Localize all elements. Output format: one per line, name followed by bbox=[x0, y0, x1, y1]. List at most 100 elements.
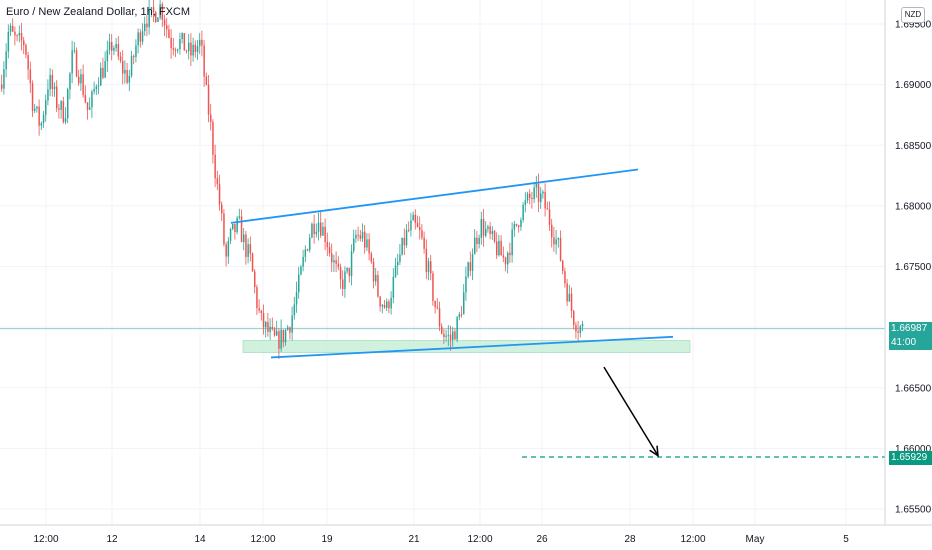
candle-body bbox=[163, 19, 166, 26]
down-arrow-head bbox=[649, 445, 659, 458]
candle-body bbox=[174, 49, 177, 51]
candle-body bbox=[405, 229, 408, 246]
candle-body bbox=[304, 249, 307, 257]
candle-body bbox=[168, 29, 170, 38]
upper-trendline bbox=[230, 168, 639, 224]
chart-title: Euro / New Zealand Dollar, 1h, FXCM bbox=[6, 6, 191, 18]
candle-body bbox=[282, 329, 285, 343]
y-tick-label: 1.66500 bbox=[895, 383, 932, 394]
candle-body bbox=[333, 260, 335, 263]
candle-body bbox=[128, 75, 131, 83]
candle-body bbox=[137, 32, 139, 46]
candle-body bbox=[491, 231, 494, 235]
candle-body bbox=[306, 249, 309, 251]
candle-body bbox=[478, 237, 480, 244]
x-tick-label: 12:00 bbox=[33, 534, 58, 545]
candle-body bbox=[390, 297, 392, 309]
down-arrow-shaft bbox=[603, 366, 659, 457]
lower-trendline bbox=[270, 335, 674, 359]
candle-body bbox=[577, 331, 579, 333]
candles bbox=[1, 0, 584, 359]
candle-body bbox=[135, 45, 137, 57]
candle-body bbox=[267, 321, 269, 332]
candle-body bbox=[335, 260, 337, 264]
candle-body bbox=[423, 237, 425, 249]
candle-body bbox=[278, 331, 280, 349]
candle-body bbox=[245, 234, 247, 257]
candle-body bbox=[273, 328, 276, 336]
candle-body bbox=[144, 23, 146, 32]
candle-body bbox=[377, 274, 379, 297]
candle-body bbox=[566, 283, 568, 302]
candle-body bbox=[562, 260, 564, 272]
candle-body bbox=[47, 89, 49, 101]
candle-body bbox=[555, 239, 557, 245]
candle-body bbox=[485, 229, 487, 236]
candle-body bbox=[139, 32, 142, 42]
grid bbox=[0, 0, 885, 525]
candle-body bbox=[474, 237, 476, 255]
candle-body bbox=[443, 333, 445, 337]
candle-body bbox=[414, 214, 417, 223]
candle-body bbox=[522, 204, 524, 220]
candle-body bbox=[430, 261, 432, 274]
candle-body bbox=[489, 226, 491, 235]
candle-body bbox=[502, 255, 505, 258]
candle-body bbox=[366, 239, 368, 248]
candle-body bbox=[177, 49, 179, 51]
y-tick-label: 1.66000 bbox=[895, 444, 932, 455]
y-tick-label: 1.65500 bbox=[895, 505, 932, 516]
candle-body bbox=[67, 89, 69, 119]
candle-body bbox=[247, 244, 249, 257]
candle-body bbox=[311, 223, 313, 238]
candle-body bbox=[207, 84, 210, 115]
price-axis[interactable]: 1.695001.690001.685001.680001.675001.670… bbox=[884, 0, 932, 525]
candle-body bbox=[471, 254, 474, 271]
candle-body bbox=[146, 23, 148, 28]
candle-body bbox=[520, 219, 522, 227]
candle-body bbox=[122, 60, 124, 74]
x-tick-label: 12 bbox=[106, 534, 118, 545]
candle-body bbox=[498, 240, 500, 256]
candle-body bbox=[326, 241, 329, 248]
candle-body bbox=[148, 8, 150, 28]
candle-body bbox=[529, 193, 531, 198]
candle-body bbox=[155, 12, 157, 22]
x-tick-label: May bbox=[746, 534, 765, 545]
candle-body bbox=[493, 231, 496, 242]
candle-body bbox=[526, 193, 529, 201]
candle-body bbox=[482, 219, 485, 236]
candle-body bbox=[546, 208, 549, 210]
candle-body bbox=[480, 219, 483, 238]
candle-body bbox=[293, 304, 296, 316]
candle-body bbox=[179, 38, 181, 50]
candle-body bbox=[438, 308, 441, 327]
candle-body bbox=[62, 101, 65, 123]
candle-body bbox=[364, 231, 366, 248]
candle-body bbox=[381, 304, 384, 307]
candle-body bbox=[524, 200, 527, 205]
candle-body bbox=[315, 231, 318, 235]
candle-body bbox=[51, 74, 54, 90]
candle-body bbox=[449, 334, 452, 340]
candle-body bbox=[260, 310, 263, 314]
x-tick-label: 12:00 bbox=[250, 534, 275, 545]
currency-unit-badge[interactable]: NZD bbox=[901, 7, 925, 23]
time-axis[interactable]: 12:00 12 14 12:00 19 21 12:00 26 28 12:00 May 5 bbox=[0, 524, 932, 545]
candle-body bbox=[553, 237, 555, 245]
candle-body bbox=[355, 234, 357, 239]
candle-body bbox=[361, 231, 364, 239]
candle-body bbox=[95, 86, 98, 89]
candle-body bbox=[533, 187, 535, 200]
candle-body bbox=[199, 39, 201, 47]
candle-body bbox=[150, 7, 153, 9]
candle-body bbox=[60, 101, 62, 110]
candle-body bbox=[581, 323, 584, 327]
candle-body bbox=[190, 42, 192, 56]
candle-body bbox=[573, 311, 575, 325]
candle-body bbox=[500, 240, 502, 256]
candle-body bbox=[157, 17, 159, 22]
candle-body bbox=[452, 331, 454, 340]
candle-body bbox=[509, 252, 511, 256]
